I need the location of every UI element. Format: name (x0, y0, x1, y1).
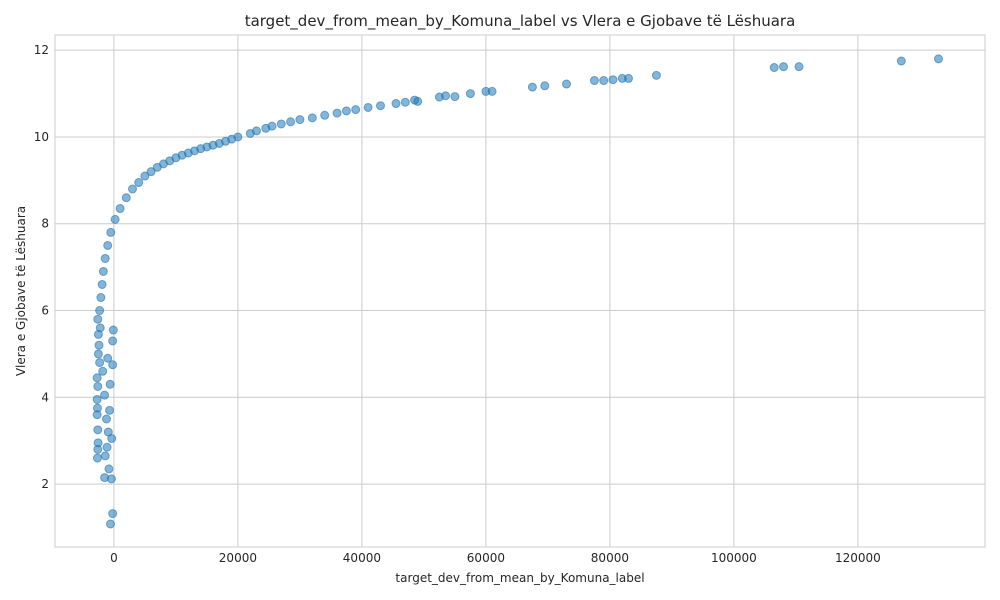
x-tick-label: 20000 (219, 551, 257, 565)
scatter-point (101, 414, 111, 424)
y-tick-label: 6 (41, 304, 49, 318)
scatter-point (92, 373, 102, 383)
scatter-point (98, 266, 108, 276)
scatter-point (608, 75, 618, 85)
grid-lines (55, 35, 985, 547)
chart-title: target_dev_from_mean_by_Komuna_label vs … (245, 12, 796, 31)
scatter-point (92, 453, 102, 463)
data-points (92, 54, 943, 529)
scatter-point (100, 390, 110, 400)
scatter-point (95, 306, 105, 316)
x-tick-label: 120000 (835, 551, 881, 565)
scatter-point (92, 403, 102, 413)
scatter-point (97, 279, 107, 289)
scatter-point (376, 101, 385, 111)
y-axis-label: Vlera e Gjobave të Lëshuara (14, 206, 28, 376)
scatter-point (108, 509, 118, 519)
scatter-point (92, 394, 102, 404)
scatter-point (93, 425, 103, 435)
scatter-point (307, 113, 317, 123)
scatter-point (276, 119, 286, 129)
scatter-point (441, 91, 451, 101)
scatter-point (487, 86, 497, 96)
scatter-point (233, 132, 243, 142)
scatter-point (140, 171, 150, 181)
scatter-point (267, 121, 277, 131)
scatter-point (562, 79, 571, 89)
scatter-point (391, 99, 401, 109)
y-tick-label: 2 (41, 477, 49, 491)
scatter-point (105, 405, 115, 415)
y-tick-labels: 2 4 6 8 10 12 (34, 43, 49, 491)
scatter-point (100, 253, 110, 263)
scatter-point (104, 464, 114, 474)
scatter-point (93, 438, 103, 448)
scatter-point (100, 451, 110, 461)
scatter-point (106, 474, 116, 484)
scatter-point (105, 379, 115, 389)
scatter-point (95, 323, 105, 333)
scatter-point (106, 227, 116, 237)
scatter-point (93, 349, 103, 359)
scatter-point (450, 92, 460, 102)
scatter-point (93, 314, 103, 324)
scatter-point (252, 126, 261, 136)
scatter-point (105, 519, 115, 529)
y-tick-label: 4 (41, 390, 49, 404)
x-tick-label: 60000 (467, 551, 505, 565)
scatter-point (121, 193, 131, 203)
scatter-point (286, 117, 296, 127)
scatter-point (400, 97, 410, 107)
scatter-point (94, 340, 104, 350)
x-tick-labels: 0 20000 40000 60000 80000 100000 120000 (110, 551, 881, 565)
plot-frame (54, 34, 986, 548)
scatter-point (110, 214, 120, 224)
scatter-point (413, 96, 423, 106)
scatter-point (599, 76, 609, 86)
scatter-point (108, 336, 118, 346)
scatter-point (351, 105, 361, 115)
scatter-point (108, 325, 118, 335)
scatter-point (102, 442, 112, 452)
x-tick-label: 0 (110, 551, 118, 565)
scatter-point (527, 82, 537, 92)
x-tick-label: 40000 (343, 551, 381, 565)
x-tick-label: 100000 (711, 551, 757, 565)
scatter-point (103, 240, 113, 250)
scatter-point (115, 204, 125, 214)
y-tick-label: 10 (34, 130, 49, 144)
scatter-point (624, 73, 633, 83)
scatter-point (341, 106, 351, 116)
scatter-point (465, 89, 475, 99)
scatter-point (589, 76, 599, 86)
x-tick-label: 80000 (591, 551, 629, 565)
scatter-point (896, 56, 906, 66)
scatter-point (93, 381, 103, 391)
scatter-point (779, 62, 788, 72)
scatter-point (98, 366, 108, 376)
x-axis-label: target_dev_from_mean_by_Komuna_label (395, 571, 644, 585)
scatter-point (363, 102, 373, 112)
scatter-point (128, 184, 137, 194)
scatter-point (95, 358, 105, 368)
scatter-point (651, 70, 661, 80)
scatter-point (134, 178, 144, 188)
scatter-point (103, 353, 113, 363)
y-tick-label: 12 (34, 43, 49, 57)
scatter-point (540, 81, 550, 91)
scatter-point (103, 427, 113, 437)
scatter-point (769, 63, 779, 73)
scatter-point (96, 293, 106, 303)
scatter-point (794, 62, 804, 72)
scatter-point (934, 54, 943, 64)
scatter-point (295, 115, 305, 125)
y-tick-label: 8 (41, 217, 49, 231)
scatter-point (146, 167, 156, 177)
scatter-point (332, 108, 342, 118)
scatter-point (320, 110, 330, 120)
scatter-point (108, 360, 118, 370)
